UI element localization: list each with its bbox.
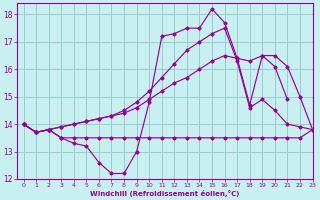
X-axis label: Windchill (Refroidissement éolien,°C): Windchill (Refroidissement éolien,°C) bbox=[90, 190, 240, 197]
